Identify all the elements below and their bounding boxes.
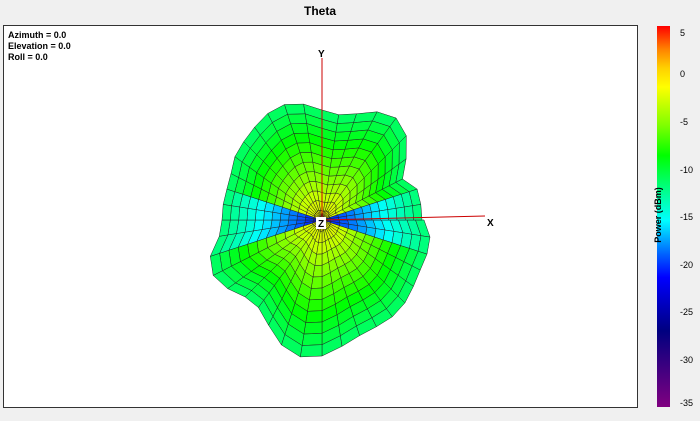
colorbar bbox=[657, 26, 670, 407]
colorbar-label: Power (dBm) bbox=[653, 187, 663, 243]
y-axis-label: Y bbox=[318, 49, 325, 60]
mesh-face bbox=[290, 123, 309, 134]
roll-readout: Roll = 0.0 bbox=[8, 52, 48, 62]
mesh-face bbox=[305, 310, 323, 323]
colorbar-tick: -15 bbox=[680, 212, 694, 222]
mesh-face bbox=[412, 204, 423, 221]
mesh-face bbox=[303, 321, 323, 335]
colorbar-tick: -35 bbox=[680, 398, 694, 408]
mesh-face bbox=[238, 206, 249, 221]
mesh-face bbox=[300, 344, 323, 358]
mesh-face bbox=[246, 208, 257, 221]
mesh-face bbox=[270, 219, 281, 229]
view-info: Azimuth = 0.0 Elevation = 0.0 Roll = 0.0 bbox=[8, 30, 71, 63]
x-axis-line bbox=[321, 215, 486, 221]
mesh-face bbox=[293, 132, 311, 144]
colorbar-tick: -5 bbox=[680, 117, 689, 127]
azimuth-readout: Azimuth = 0.0 bbox=[8, 30, 67, 40]
colorbar-tick: 5 bbox=[680, 28, 686, 38]
mesh-face bbox=[263, 210, 273, 221]
colorbar-tick: -20 bbox=[680, 260, 694, 270]
colorbar-tick: -25 bbox=[680, 307, 694, 317]
colorbar-tick: -30 bbox=[680, 355, 694, 365]
mesh-face bbox=[255, 209, 265, 221]
x-axis-label: X bbox=[487, 218, 494, 229]
mesh-face bbox=[307, 299, 323, 312]
elevation-readout: Elevation = 0.0 bbox=[8, 41, 71, 51]
mesh-face bbox=[221, 204, 232, 221]
mesh-face bbox=[230, 205, 240, 221]
plot-title: Theta bbox=[303, 4, 336, 18]
colorbar-tick: -10 bbox=[680, 165, 694, 175]
z-axis-label: Z bbox=[318, 219, 324, 230]
colorbar-tick: 0 bbox=[680, 69, 686, 79]
z-label-background bbox=[316, 217, 326, 229]
mesh-face bbox=[284, 103, 306, 115]
mesh-face bbox=[287, 113, 307, 125]
mesh-face bbox=[301, 333, 323, 346]
mesh-face bbox=[309, 287, 323, 301]
